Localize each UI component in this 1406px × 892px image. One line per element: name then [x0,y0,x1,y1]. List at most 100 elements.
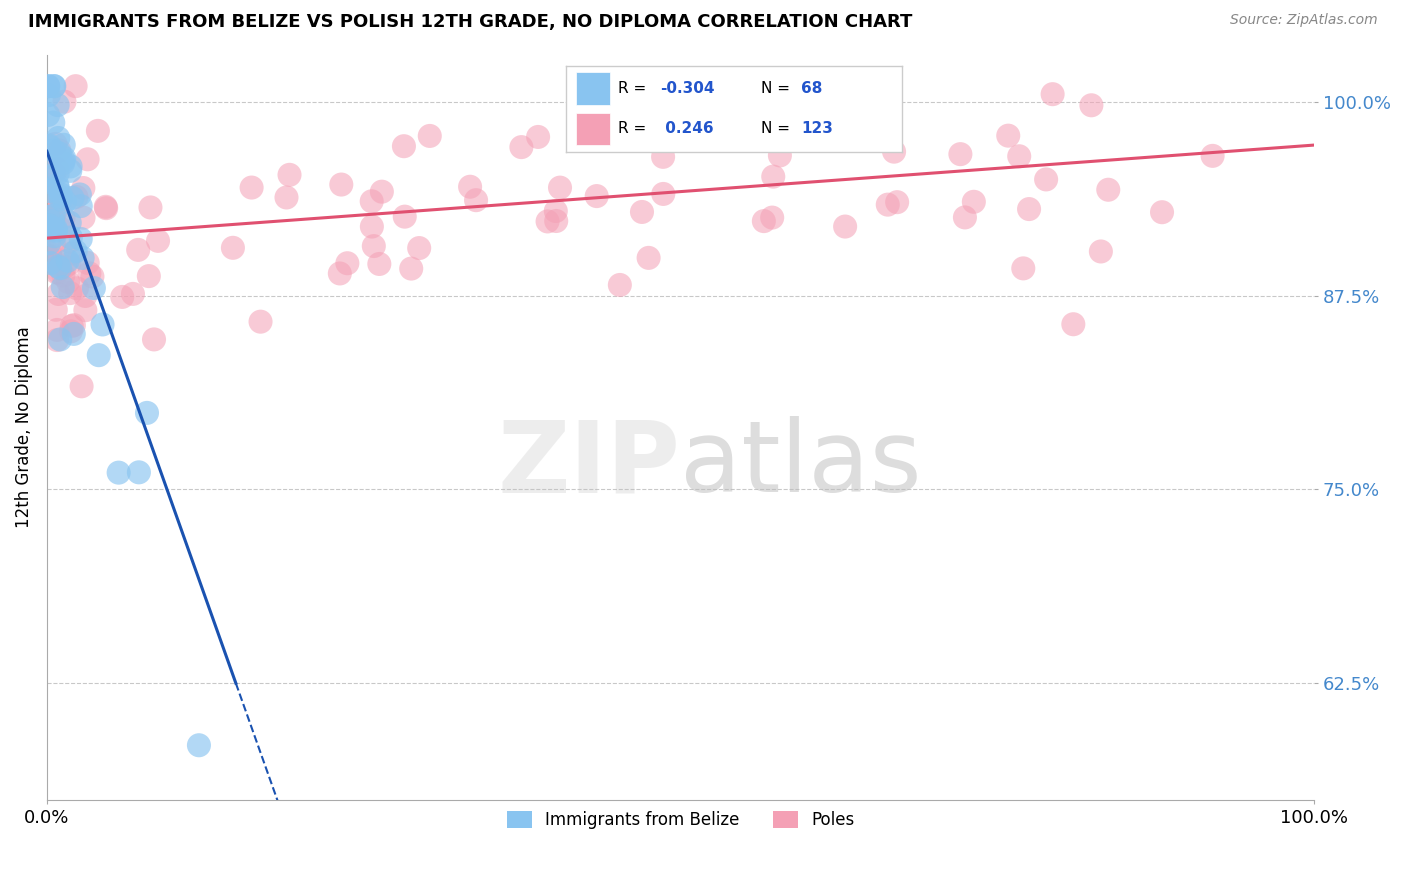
Point [72,251,94,265]
Point [187,738,209,752]
Point [37,108,59,122]
Legend: Immigrants from Belize, Poles: Immigrants from Belize, Poles [501,805,860,836]
Point [276,190,298,204]
Point [37,178,59,192]
Point [336,256,359,270]
Point [42,217,65,231]
Point [76,153,98,167]
Point [44,79,66,94]
Point [49,333,72,347]
Point [465,193,488,207]
Point [240,180,263,194]
Point [278,168,301,182]
Point [46,333,69,347]
Point [45,302,67,317]
Point [63,318,86,333]
Point [360,219,382,234]
Point [37,200,59,214]
Point [62,191,84,205]
Point [44,136,66,151]
Point [879,79,901,94]
Point [42,79,65,94]
Point [59,164,82,178]
Point [60,318,83,333]
Point [39,256,62,270]
Point [42,237,65,252]
Point [37,79,59,94]
Point [48,287,70,301]
Point [458,179,481,194]
Point [876,197,898,211]
Point [408,241,430,255]
Point [52,153,75,168]
Point [46,131,69,145]
Text: atlas: atlas [681,416,922,513]
Point [37,184,59,198]
Point [58,235,80,249]
Point [392,139,415,153]
Point [39,246,62,260]
Point [87,124,110,138]
Point [49,189,72,203]
Point [52,137,75,152]
Point [548,180,571,194]
Point [1042,87,1064,102]
Point [59,286,82,301]
Point [963,194,986,209]
Point [53,260,76,274]
Point [527,130,550,145]
Point [39,216,62,230]
Y-axis label: 12th Grade, No Diploma: 12th Grade, No Diploma [15,326,32,528]
Point [1097,183,1119,197]
Point [48,146,70,161]
Point [41,183,63,197]
Point [949,147,972,161]
Point [59,230,82,244]
Point [394,210,416,224]
Point [39,183,62,197]
Point [45,266,67,280]
Point [42,214,65,228]
Text: IMMIGRANTS FROM BELIZE VS POLISH 12TH GRADE, NO DIPLOMA CORRELATION CHART: IMMIGRANTS FROM BELIZE VS POLISH 12TH GR… [28,13,912,31]
Point [127,243,149,257]
Point [329,267,352,281]
Point [1035,172,1057,186]
Point [56,253,79,268]
Point [544,204,567,219]
Point [1012,261,1035,276]
Text: ZIP: ZIP [498,416,681,513]
Point [752,214,775,228]
Point [42,211,65,226]
Point [39,220,62,235]
Point [70,379,93,393]
Point [46,167,69,181]
Point [53,95,76,109]
Point [363,239,385,253]
Point [510,140,533,154]
Point [1080,98,1102,112]
Point [1150,205,1173,219]
Point [371,185,394,199]
Point [48,144,70,158]
Point [59,324,82,338]
Point [42,209,65,223]
Point [58,256,80,270]
Point [143,333,166,347]
Point [72,211,94,225]
Point [49,193,72,207]
Point [399,261,422,276]
Point [69,232,91,246]
Point [644,88,666,103]
Point [69,187,91,202]
Point [128,466,150,480]
Point [1062,317,1084,331]
Point [38,138,60,153]
Point [37,186,59,200]
Point [83,281,105,295]
Point [997,128,1019,143]
Point [652,186,675,201]
Point [52,268,75,283]
Point [111,290,134,304]
Point [76,256,98,270]
Point [65,190,87,204]
